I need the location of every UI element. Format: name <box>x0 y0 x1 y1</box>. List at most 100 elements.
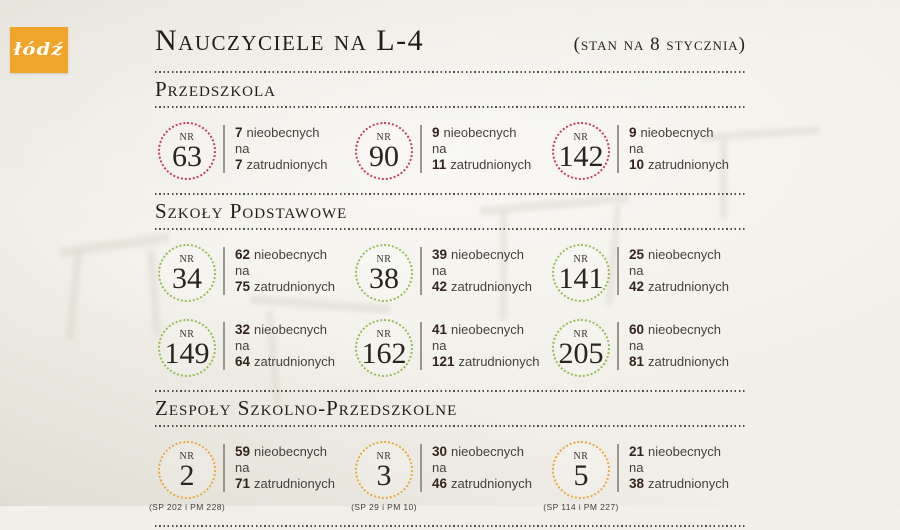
facility-badge: NR 3 (SP 29 i PM 10) <box>351 441 417 512</box>
employed-count: 46 <box>432 476 448 491</box>
na-word: na <box>432 141 447 156</box>
vertical-separator <box>617 444 619 492</box>
absent-count: 9 <box>432 125 440 140</box>
na-word: na <box>629 338 644 353</box>
facility-stats: 9 nieobecnych na 11 zatrudnionych <box>432 122 531 173</box>
facility-stat-item: NR 63 7 nieobecnych na 7 zatrudnionych <box>155 122 352 180</box>
absent-count: 7 <box>235 125 243 140</box>
facility-badge: NR 34 <box>155 244 219 302</box>
divider-line <box>155 193 746 195</box>
absent-count: 41 <box>432 322 448 337</box>
absent-count: 9 <box>629 125 637 140</box>
employed-word: zatrudnionych <box>451 476 532 491</box>
na-word: na <box>432 460 447 475</box>
nr-label: NR <box>376 329 392 340</box>
employed-word: zatrudnionych <box>458 354 540 369</box>
vertical-separator <box>617 247 619 295</box>
facility-caption: (SP 114 i PM 227) <box>543 502 619 512</box>
facility-stats: 41 nieobecnych na 121 zatrudnionych <box>432 319 539 370</box>
facility-caption: (SP 29 i PM 10) <box>351 502 417 512</box>
facility-stat-item: NR 3 (SP 29 i PM 10) 30 nieobecnych na 46… <box>351 441 549 512</box>
facility-stat-item: NR 149 32 nieobecnych na 64 zatrudnionych <box>155 319 352 377</box>
absent-count: 21 <box>629 444 645 459</box>
lodz-logo-text: łódź <box>14 40 64 60</box>
sections: Przedszkola NR 63 7 nieobecnych na 7 zatru… <box>149 71 746 522</box>
facility-badge: NR 141 <box>549 244 613 302</box>
facility-badge: NR 205 <box>549 319 613 377</box>
facility-stat-item: NR 34 62 nieobecnych na 75 zatrudnionych <box>155 244 352 302</box>
employed-word: zatrudnionych <box>648 354 729 369</box>
na-word: na <box>235 263 250 278</box>
section: Szkoły Podstawowe NR 34 62 nieobecnych na… <box>155 193 746 387</box>
absent-count: 60 <box>629 322 645 337</box>
nr-label: NR <box>179 451 195 462</box>
facility-circle: NR 142 <box>552 122 610 180</box>
section: Zespoły Szkolno-Przedszkolne NR 2 (SP 20… <box>149 390 746 522</box>
facility-stat-item: NR 38 39 nieobecnych na 42 zatrudnionych <box>352 244 549 302</box>
facility-stats: 60 nieobecnych na 81 zatrudnionych <box>629 319 729 370</box>
facility-circle: NR 5 <box>552 441 610 499</box>
section-heading: Zespoły Szkolno-Przedszkolne <box>155 396 458 420</box>
facility-stats: 62 nieobecnych na 75 zatrudnionych <box>235 244 335 295</box>
facility-badge: NR 5 (SP 114 i PM 227) <box>543 441 618 512</box>
facility-stats: 25 nieobecnych na 42 zatrudnionych <box>629 244 729 295</box>
facility-number: 162 <box>361 337 407 370</box>
absent-word: nieobecnych <box>451 322 525 337</box>
absent-count: 62 <box>235 247 251 262</box>
facility-stat-item: NR 162 41 nieobecnych na 121 zatrudnionych <box>352 319 549 377</box>
na-word: na <box>629 141 644 156</box>
facility-stat-item: NR 142 9 nieobecnych na 10 zatrudnionych <box>549 122 746 180</box>
nr-label: NR <box>376 451 392 462</box>
employed-word: zatrudnionych <box>254 279 335 294</box>
infographic: Nauczyciele na L-4 (stan na 8 stycznia) … <box>149 24 746 530</box>
vertical-separator <box>420 125 422 173</box>
facility-badge: NR 2 (SP 202 i PM 228) <box>149 441 225 512</box>
employed-count: 38 <box>629 476 645 491</box>
divider-line <box>155 71 746 73</box>
employed-count: 42 <box>629 279 645 294</box>
section-rows: NR 2 (SP 202 i PM 228) 59 nieobecnych na … <box>149 430 746 522</box>
facility-circle: NR 3 <box>355 441 413 499</box>
na-word: na <box>235 460 250 475</box>
facility-stat-item: NR 205 60 nieobecnych na 81 zatrudnionych <box>549 319 746 377</box>
employed-count: 121 <box>432 354 455 369</box>
divider-line <box>155 228 746 230</box>
facility-circle: NR 205 <box>552 319 610 377</box>
facility-number: 38 <box>369 262 399 295</box>
employed-word: zatrudnionych <box>648 476 729 491</box>
facility-badge: NR 162 <box>352 319 416 377</box>
facility-stats: 21 nieobecnych na 38 zatrudnionych <box>629 441 729 492</box>
facility-number: 34 <box>172 262 202 295</box>
employed-count: 71 <box>235 476 251 491</box>
divider-line <box>155 425 746 427</box>
facility-circle: NR 38 <box>355 244 413 302</box>
facility-stats: 7 nieobecnych na 7 zatrudnionych <box>235 122 327 173</box>
vertical-separator <box>420 444 422 492</box>
facility-circle: NR 149 <box>158 319 216 377</box>
absent-word: nieobecnych <box>254 444 328 459</box>
facility-stat-item: NR 141 25 nieobecnych na 42 zatrudnionych <box>549 244 746 302</box>
na-word: na <box>432 338 447 353</box>
facility-stat-item: NR 90 9 nieobecnych na 11 zatrudnionych <box>352 122 549 180</box>
employed-word: zatrudnionych <box>254 476 335 491</box>
facility-stats: 39 nieobecnych na 42 zatrudnionych <box>432 244 532 295</box>
facility-circle: NR 141 <box>552 244 610 302</box>
facility-number: 90 <box>369 140 399 173</box>
absent-word: nieobecnych <box>451 444 525 459</box>
absent-word: nieobecnych <box>246 125 320 140</box>
page-title: Nauczyciele na L-4 <box>155 24 425 57</box>
facility-stat-item: NR 2 (SP 202 i PM 228) 59 nieobecnych na … <box>149 441 352 512</box>
employed-word: zatrudnionych <box>648 157 729 172</box>
facility-stats: 9 nieobecnych na 10 zatrudnionych <box>629 122 729 173</box>
facility-number: 142 <box>558 140 604 173</box>
facility-circle: NR 63 <box>158 122 216 180</box>
absent-count: 39 <box>432 247 448 262</box>
absent-word: nieobecnych <box>648 247 722 262</box>
classroom-background <box>0 0 900 506</box>
absent-word: nieobecnych <box>451 247 525 262</box>
na-word: na <box>629 263 644 278</box>
na-word: na <box>235 141 250 156</box>
vertical-separator <box>223 125 225 173</box>
facility-number: 149 <box>164 337 210 370</box>
absent-count: 59 <box>235 444 251 459</box>
